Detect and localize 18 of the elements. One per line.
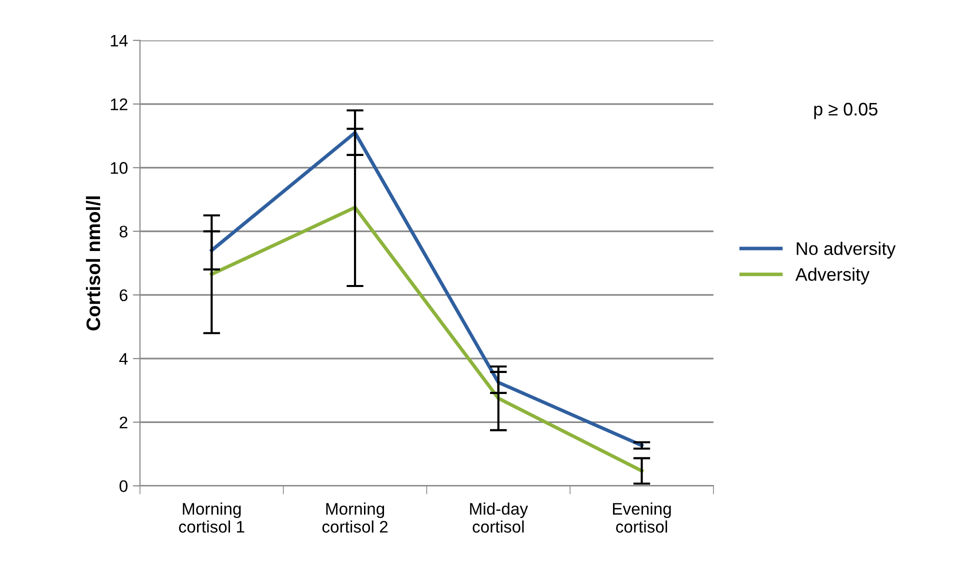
line-series xyxy=(210,130,644,448)
y-tick-label: 12 xyxy=(110,98,128,110)
y-tick-label: 2 xyxy=(120,416,128,428)
line-series xyxy=(210,206,644,473)
legend-label: Adversity xyxy=(795,268,870,284)
y-tick-label: 0 xyxy=(120,480,128,492)
y-tick-label: 4 xyxy=(119,353,128,365)
y-tick-label: 10 xyxy=(110,162,128,174)
legend-label: No adversity xyxy=(796,242,896,259)
y-tick-label: 14 xyxy=(110,34,128,46)
text: p ≥ 0.05 xyxy=(814,102,878,120)
x-tick-label: Morning cortisol 1 xyxy=(179,502,244,533)
y-tick-label: 8 xyxy=(120,226,128,238)
x-tick-label: Mid-day cortisol xyxy=(470,502,528,533)
x-tick-label: Morning cortisol 2 xyxy=(322,502,388,533)
y-tick-label: 6 xyxy=(120,289,128,302)
y-axis-title: Cortisol nmol/l xyxy=(86,196,100,330)
x-tick-label: Evening cortisol xyxy=(613,502,671,533)
